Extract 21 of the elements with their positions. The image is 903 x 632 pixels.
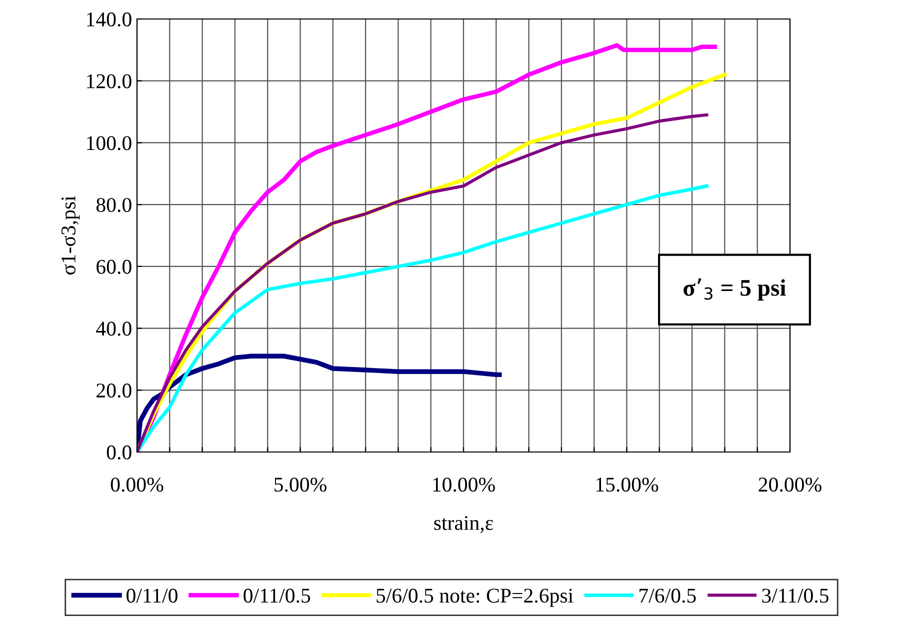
y-tick-label: 120.0 [87,74,132,88]
y-tick-label: 100.0 [87,136,132,150]
y-tick-label: 60.0 [96,260,132,274]
y-tick-label: 80.0 [96,198,132,212]
y-axis-title: σ1-σ3,psi [61,196,80,275]
x-tick-label: 0.00% [110,478,164,492]
legend-label: 0/11/0 [126,588,178,603]
y-tick-label: 140.0 [87,12,132,27]
legend-label: 3/11/0.5 [762,588,828,603]
x-tick-label: 5.00% [274,478,326,492]
annotation: σ’$_{3}$ = 5 psi [684,278,786,301]
y-tick-label: 20.0 [96,384,132,398]
x-tick-label: 15.00% [596,478,658,492]
x-axis-title: strain,ε [434,516,494,533]
legend-label: 5/6/0.5 note: CP=2.6psi [376,588,574,607]
legend-label: 7/6/0.5 [640,588,696,603]
legend-label: 0/11/0.5 [244,588,310,603]
x-tick-label: 10.00% [433,478,495,492]
y-tick-label: 0.0 [106,445,132,460]
y-tick-label: 40.0 [96,322,132,336]
x-tick-label: 20.00% [758,478,822,492]
